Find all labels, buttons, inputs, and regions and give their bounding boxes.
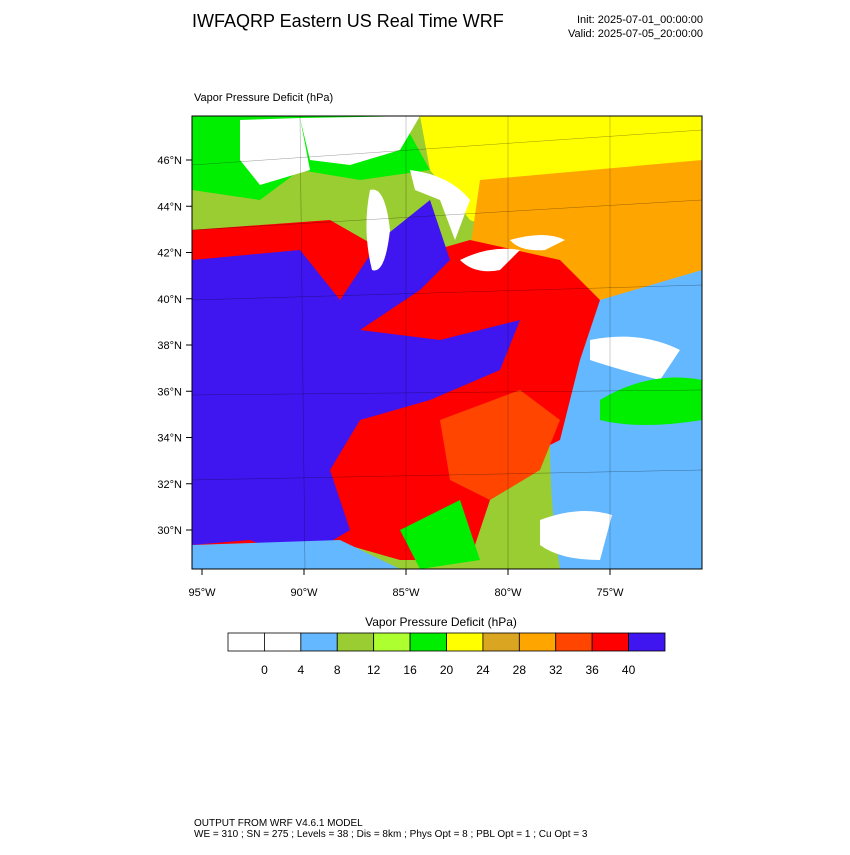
colorbar-label: 32 bbox=[549, 663, 563, 677]
colorbar-label: 0 bbox=[261, 663, 268, 677]
lon-label: 90°W bbox=[290, 587, 318, 599]
footer-line: WE = 310 ; SN = 275 ; Levels = 38 ; Dis … bbox=[194, 829, 588, 840]
colorbar-label: 28 bbox=[513, 663, 527, 677]
colorbar-label: 12 bbox=[367, 663, 381, 677]
lat-label: 44°N bbox=[157, 201, 182, 213]
lat-label: 32°N bbox=[157, 479, 182, 491]
colorbar: 0 4 8 12 16 20 24 28 32 36 40 bbox=[227, 632, 666, 677]
lon-label: 95°W bbox=[188, 587, 216, 599]
colorbar-box bbox=[555, 632, 593, 652]
valid-time: Valid: 2025-07-05_20:00:00 bbox=[568, 28, 703, 40]
init-time: Init: 2025-07-01_00:00:00 bbox=[577, 14, 703, 26]
lon-label: 80°W bbox=[494, 587, 522, 599]
footer-line: OUTPUT FROM WRF V4.6.1 MODEL bbox=[194, 818, 363, 829]
colorbar-box bbox=[591, 632, 629, 652]
lon-labels: 95°W 90°W 85°W 80°W 75°W bbox=[188, 569, 624, 599]
lat-label: 36°N bbox=[157, 386, 182, 398]
colorbar-label: 8 bbox=[334, 663, 341, 677]
colorbar-box bbox=[482, 632, 520, 652]
lat-label: 34°N bbox=[157, 433, 182, 445]
colorbar-box bbox=[518, 632, 557, 652]
colorbar-label: 4 bbox=[297, 663, 304, 677]
map-field bbox=[192, 116, 702, 569]
colorbar-label: 16 bbox=[403, 663, 417, 677]
colorbar-box bbox=[446, 632, 484, 652]
lat-label: 30°N bbox=[157, 525, 182, 537]
lat-label: 38°N bbox=[157, 340, 182, 352]
map-title: Vapor Pressure Deficit (hPa) bbox=[194, 92, 333, 104]
map-frame bbox=[191, 115, 703, 570]
colorbar-label: 20 bbox=[440, 663, 454, 677]
colorbar-title: Vapor Pressure Deficit (hPa) bbox=[365, 615, 517, 629]
colorbar-box bbox=[264, 632, 302, 652]
lon-label: 75°W bbox=[596, 587, 624, 599]
lat-label: 46°N bbox=[157, 155, 182, 167]
colorbar-box bbox=[336, 632, 375, 652]
colorbar-box bbox=[628, 632, 666, 652]
title: IWFAQRP Eastern US Real Time WRF bbox=[192, 11, 504, 31]
colorbar-box bbox=[300, 632, 338, 652]
lat-labels: 46°N 44°N 42°N 40°N 38°N 36°N 34°N 32°N 30°N bbox=[157, 155, 192, 537]
colorbar-label: 40 bbox=[622, 663, 636, 677]
lat-label: 42°N bbox=[157, 248, 182, 260]
colorbar-box bbox=[373, 632, 411, 652]
colorbar-label: 36 bbox=[585, 663, 599, 677]
lat-label: 40°N bbox=[157, 294, 182, 306]
lon-label: 85°W bbox=[392, 587, 420, 599]
colorbar-box bbox=[227, 632, 265, 652]
colorbar-box bbox=[409, 632, 447, 652]
colorbar-label: 24 bbox=[476, 663, 490, 677]
